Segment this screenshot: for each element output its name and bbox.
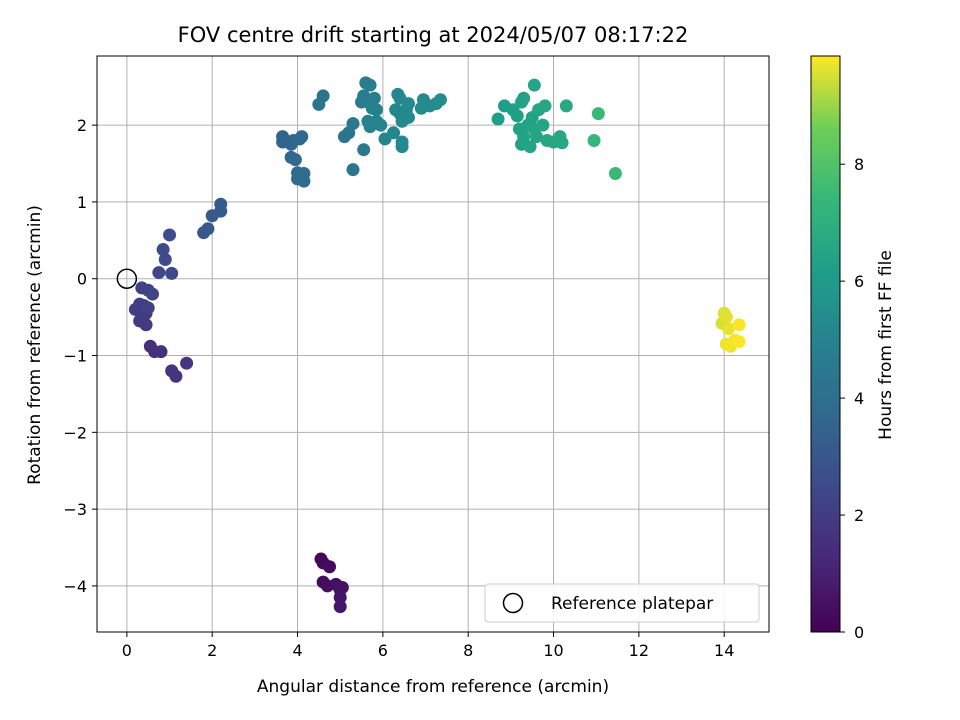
data-point [139, 318, 153, 332]
colorbar: 0 2 4 6 8 Hours from first FF file [810, 55, 896, 642]
data-point [323, 560, 337, 574]
data-point [346, 163, 360, 177]
data-point [295, 130, 309, 144]
data-point [335, 580, 349, 594]
data-point [316, 89, 330, 103]
data-point [559, 99, 573, 113]
colorbar-tick-label: 4 [854, 389, 864, 408]
data-point [555, 136, 569, 150]
x-tick-label: 10 [543, 641, 563, 660]
grid [97, 56, 769, 632]
data-point [333, 600, 347, 614]
data-point [333, 590, 347, 604]
data-point [156, 243, 170, 257]
data-point [158, 253, 172, 267]
data-point [297, 174, 311, 188]
data-point [180, 356, 194, 370]
data-point [732, 318, 746, 332]
data-point [288, 153, 302, 167]
x-tick-label: 2 [207, 641, 217, 660]
data-point [536, 118, 550, 132]
data-point [367, 91, 381, 105]
y-tick-label: 1 [77, 193, 87, 212]
legend-label-reference: Reference platepar [551, 594, 713, 614]
x-axis-label: Angular distance from reference (arcmin) [257, 677, 609, 697]
data-point [201, 222, 215, 236]
x-tick-label: 12 [629, 641, 649, 660]
data-point [433, 93, 447, 107]
data-point [214, 197, 228, 211]
data-point [141, 301, 155, 315]
y-axis-label: Rotation from reference (arcmin) [25, 205, 45, 485]
colorbar-ticks: 0 2 4 6 8 [840, 155, 864, 642]
data-points [116, 76, 746, 614]
y-tick-label: 0 [77, 270, 87, 289]
data-point [163, 228, 177, 242]
data-point [357, 143, 371, 157]
y-tick-label: −4 [63, 577, 87, 596]
data-point [538, 99, 552, 113]
legend: Reference platepar [484, 583, 760, 623]
data-point [529, 130, 543, 144]
data-point [374, 118, 388, 132]
x-tick-label: 4 [292, 641, 302, 660]
y-tick-label: −3 [63, 500, 87, 519]
data-point [369, 103, 383, 117]
data-point [732, 335, 746, 349]
data-point [401, 110, 415, 124]
x-tick-label: 0 [122, 641, 132, 660]
data-point [401, 97, 415, 111]
x-tick-label: 14 [714, 641, 734, 660]
data-point [719, 310, 733, 324]
data-point [721, 322, 735, 336]
data-point [608, 167, 622, 181]
data-point [510, 109, 524, 123]
data-point [363, 78, 377, 92]
reference-point-marker [116, 268, 138, 289]
y-tick-label: −2 [63, 423, 87, 442]
plot-frame [96, 55, 770, 633]
data-point [387, 126, 401, 140]
x-tick-label: 6 [378, 641, 388, 660]
data-point [346, 117, 360, 131]
x-tick-label: 8 [463, 641, 473, 660]
data-point [145, 287, 159, 301]
legend-box [484, 583, 760, 623]
chart-title: FOV centre drift starting at 2024/05/07 … [178, 23, 689, 47]
data-point [154, 345, 168, 359]
data-point [527, 78, 541, 92]
colorbar-tick-label: 2 [854, 506, 864, 525]
data-point [395, 140, 409, 154]
colorbar-tick-label: 8 [854, 155, 864, 174]
colorbar-gradient [810, 55, 841, 633]
data-point [587, 133, 601, 147]
colorbar-tick-label: 0 [854, 623, 864, 642]
data-point [491, 112, 505, 126]
data-point [517, 91, 531, 105]
data-point [169, 369, 183, 383]
data-point [591, 107, 605, 121]
y-tick-label: 2 [77, 116, 87, 135]
y-tick-label: −1 [63, 347, 87, 366]
data-point [523, 140, 537, 154]
legend-marker-reference [502, 592, 524, 614]
colorbar-label: Hours from first FF file [876, 250, 896, 440]
colorbar-tick-label: 6 [854, 272, 864, 291]
data-point [165, 266, 179, 280]
data-point [152, 266, 166, 280]
